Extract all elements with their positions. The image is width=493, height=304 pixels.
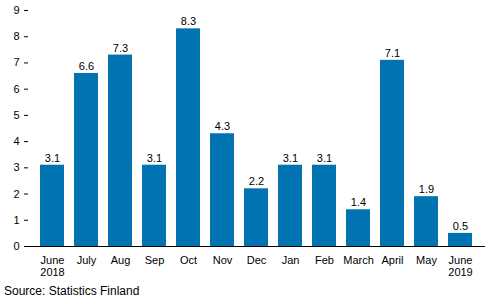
svg-text:1.4: 1.4 <box>351 196 366 208</box>
svg-text:7: 7 <box>13 56 19 68</box>
svg-text:8: 8 <box>13 30 19 42</box>
svg-text:Dec: Dec <box>247 254 267 266</box>
svg-text:Nov: Nov <box>213 254 233 266</box>
svg-text:3: 3 <box>13 161 19 173</box>
svg-text:4: 4 <box>13 135 19 147</box>
html-text:Source: Statistics Finland: Source: Statistics Finland <box>4 284 140 298</box>
svg-text:March: March <box>343 254 374 266</box>
svg-text:Aug: Aug <box>111 254 131 266</box>
svg-text:1.9: 1.9 <box>419 183 434 195</box>
svg-text:June2018: June2018 <box>40 254 64 278</box>
svg-text:3.1: 3.1 <box>283 152 298 164</box>
svg-text:0.5: 0.5 <box>453 220 468 232</box>
svg-text:July: July <box>77 254 97 266</box>
svg-text:Sep: Sep <box>145 254 165 266</box>
svg-text:May: May <box>416 254 437 266</box>
svg-text:1: 1 <box>13 214 19 226</box>
svg-text:2.2: 2.2 <box>249 175 264 187</box>
svg-text:0: 0 <box>13 240 19 252</box>
svg-text:5: 5 <box>13 109 19 121</box>
svg-text:4.3: 4.3 <box>215 120 230 132</box>
svg-text:June2019: June2019 <box>448 254 472 278</box>
svg-text:April: April <box>381 254 403 266</box>
svg-text:7.3: 7.3 <box>113 42 128 54</box>
svg-text:8.3: 8.3 <box>181 15 196 27</box>
svg-text:6: 6 <box>13 83 19 95</box>
svg-text:Oct: Oct <box>180 254 197 266</box>
svg-text:6.6: 6.6 <box>79 60 94 72</box>
svg-text:3.1: 3.1 <box>317 152 332 164</box>
svg-text:9: 9 <box>13 4 19 16</box>
svg-text:7.1: 7.1 <box>385 47 400 59</box>
svg-text:Feb: Feb <box>315 254 334 266</box>
svg-text:3.1: 3.1 <box>45 152 60 164</box>
svg-text:Jan: Jan <box>282 254 300 266</box>
svg-text:2: 2 <box>13 188 19 200</box>
svg-text:3.1: 3.1 <box>147 152 162 164</box>
